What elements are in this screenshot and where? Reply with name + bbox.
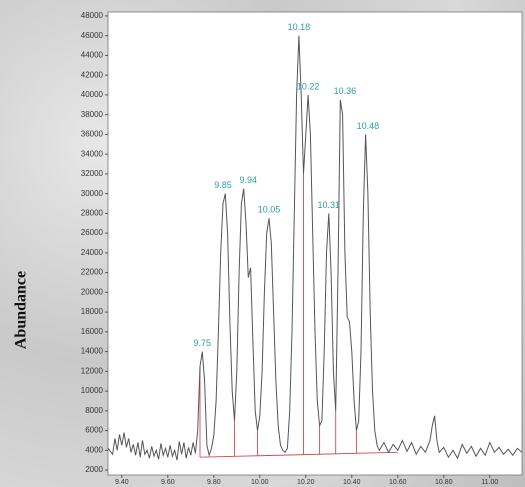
y-tick-label: 2000 [85, 465, 103, 474]
y-tick-label: 32000 [81, 169, 104, 178]
peak-label: 10.36 [334, 86, 357, 96]
y-tick-label: 46000 [81, 31, 104, 40]
peak-label: 10.22 [297, 81, 320, 91]
y-tick-label: 22000 [81, 268, 104, 277]
plot-area [107, 11, 523, 476]
x-tick-label: 9.40 [115, 479, 129, 486]
integration-baseline [199, 451, 398, 458]
y-tick-label: 10000 [81, 386, 104, 395]
x-tick-label: 9.80 [207, 479, 221, 486]
y-axis-label: Abundance [13, 271, 30, 349]
x-tick-label: 10.40 [343, 479, 361, 486]
y-tick-label: 26000 [81, 228, 104, 237]
peak-label: 10.48 [357, 121, 380, 131]
y-tick-label: 8000 [85, 406, 103, 415]
y-tick-label: 18000 [81, 307, 104, 316]
y-tick-label: 44000 [81, 51, 104, 60]
y-tick-label: 48000 [81, 11, 104, 20]
y-tick-label: 12000 [81, 366, 104, 375]
y-tick-label: 40000 [81, 90, 104, 99]
x-tick-label: 10.60 [389, 479, 407, 486]
y-tick-label: 42000 [81, 70, 104, 79]
y-tick-label: 16000 [81, 327, 104, 336]
y-tick-label: 36000 [81, 130, 104, 139]
peak-label: 10.18 [288, 22, 311, 32]
y-tick-label: 20000 [81, 287, 104, 296]
y-tick-label: 38000 [81, 110, 104, 119]
x-tick-label: 10.20 [297, 479, 315, 486]
peak-label: 10.31 [318, 200, 341, 210]
x-tick-label: 10.80 [435, 479, 453, 486]
y-tick-label: 30000 [81, 189, 104, 198]
x-tick-label: 9.60 [161, 479, 175, 486]
y-tick-label: 34000 [81, 149, 104, 158]
x-tick-label: 11.00 [481, 479, 498, 486]
signal-line [107, 35, 523, 461]
y-tick-label: 28000 [81, 208, 104, 217]
y-tick-label: 14000 [81, 347, 104, 356]
peak-label: 9.75 [194, 338, 212, 348]
peak-label: 9.85 [214, 180, 232, 190]
peak-label: 9.94 [240, 175, 258, 185]
y-tick-label: 4000 [85, 445, 103, 454]
y-tick-label: 24000 [81, 248, 104, 257]
x-tick-label: 10.00 [251, 479, 269, 486]
y-tick-label: 6000 [85, 426, 103, 435]
peak-label: 10.05 [258, 205, 281, 215]
